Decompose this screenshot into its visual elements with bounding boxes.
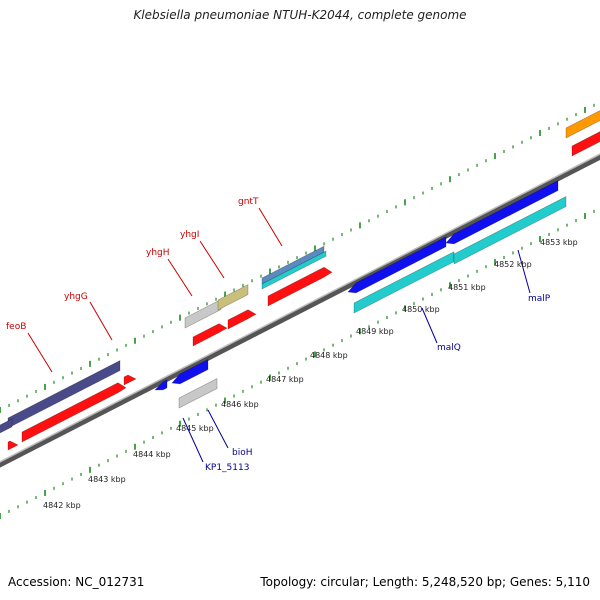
gene-arrow-blue <box>445 180 559 245</box>
gene-arrow-olive <box>217 284 249 311</box>
gene-arrow-orange <box>565 110 600 139</box>
gene-label-yhgH: yhgH <box>146 248 170 258</box>
kbp-label: 4846 kbp <box>221 400 259 409</box>
gene-arrow-red-small <box>7 440 19 451</box>
gene-label-malP: malP <box>528 294 551 304</box>
gene-arrow-grey <box>184 299 222 329</box>
gene-label-KP1_5113: KP1_5113 <box>205 463 249 473</box>
gene-arrow-red <box>192 323 228 347</box>
gene-label-malQ: malQ <box>437 343 461 353</box>
gene-arrow-grey <box>178 378 218 409</box>
kbp-label: 4853 kbp <box>540 238 578 247</box>
kbp-label: 4843 kbp <box>88 475 126 484</box>
top-gene-callouts: feoB yhgG yhgH yhgI gntT <box>6 197 283 373</box>
gene-label-yhgI: yhgI <box>180 230 199 240</box>
tick-row-top <box>0 103 595 413</box>
gene-arrow-cyan <box>453 196 567 265</box>
gene-arrows <box>0 110 600 451</box>
gene-label-bioH: bioH <box>232 448 253 458</box>
gene-arrow-blue <box>347 236 447 294</box>
gene-arrow-red-small <box>123 374 137 386</box>
kbp-labels: 4842 kbp 4843 kbp 4844 kbp 4845 kbp 4846… <box>43 238 578 510</box>
kbp-label: 4852 kbp <box>494 260 532 269</box>
accession-text: Accession: NC_012731 <box>8 575 145 589</box>
genome-backbone <box>0 153 600 468</box>
tick-row-bottom <box>0 209 595 519</box>
kbp-label: 4851 kbp <box>448 283 486 292</box>
gene-arrow-blue-small <box>154 379 168 391</box>
kbp-label: 4845 kbp <box>176 424 214 433</box>
gene-arrow-cyan <box>261 250 327 290</box>
gene-arrow-red <box>267 266 333 307</box>
gene-arrow-red <box>21 382 127 443</box>
gene-arrow-red <box>571 131 600 157</box>
gene-arrow-blue <box>171 359 209 385</box>
kbp-label: 4844 kbp <box>133 450 171 459</box>
gene-arrow-steel <box>261 245 325 285</box>
kbp-label: 4850 kbp <box>402 305 440 314</box>
kbp-label: 4847 kbp <box>266 375 304 384</box>
bottom-gene-callouts: KP1_5113 bioH malQ malP <box>182 249 551 473</box>
gene-label-gntT: gntT <box>238 197 259 207</box>
genome-summary: Topology: circular; Length: 5,248,520 bp… <box>260 575 590 589</box>
gene-arrow-navy-small <box>0 418 13 434</box>
gene-label-yhgG: yhgG <box>64 292 88 302</box>
kbp-label: 4849 kbp <box>356 327 394 336</box>
gene-label-feoB: feoB <box>6 322 26 332</box>
map-title: Klebsiella pneumoniae NTUH-K2044, comple… <box>133 8 467 22</box>
kbp-label: 4842 kbp <box>43 501 81 510</box>
kbp-label: 4848 kbp <box>310 351 348 360</box>
gene-arrow-red <box>227 309 257 330</box>
